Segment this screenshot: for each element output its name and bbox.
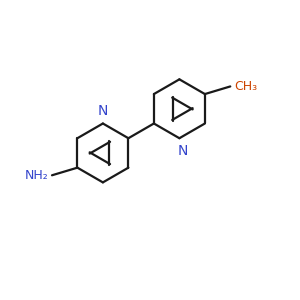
- Text: N: N: [98, 104, 108, 118]
- Text: NH₂: NH₂: [25, 169, 49, 182]
- Text: N: N: [177, 143, 188, 158]
- Text: CH₃: CH₃: [234, 80, 257, 93]
